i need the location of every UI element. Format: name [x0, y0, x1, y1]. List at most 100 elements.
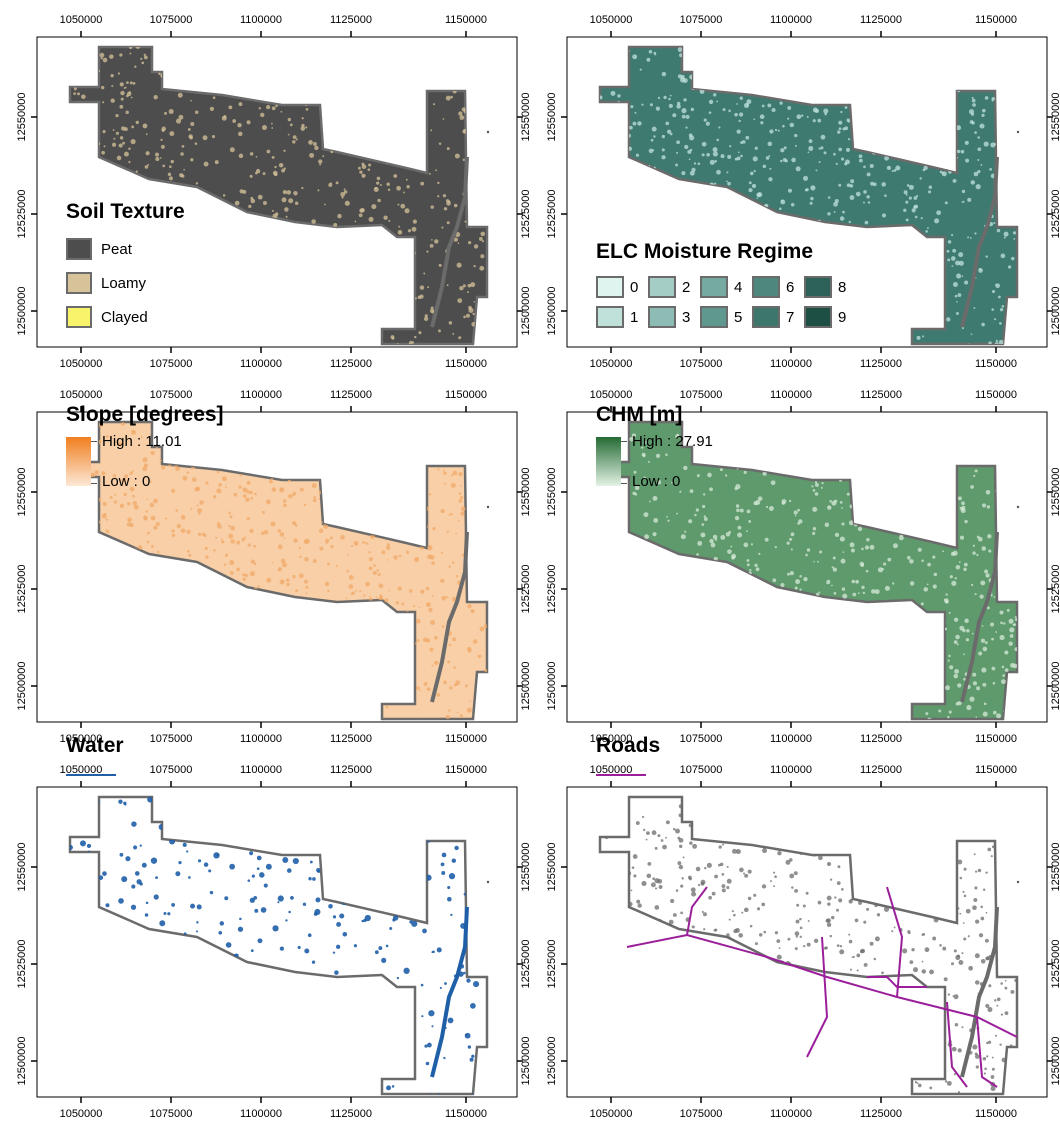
raster-cell [688, 823, 693, 828]
y-tick-label-left: 12500000 [16, 287, 28, 336]
raster-cell [109, 54, 114, 59]
raster-cell [793, 871, 798, 876]
raster-cell [807, 920, 810, 922]
raster-cell [389, 926, 393, 930]
raster-cell [785, 859, 791, 865]
raster-cell [126, 81, 129, 84]
raster-cell [898, 535, 904, 541]
raster-cell [81, 94, 86, 100]
raster-cell [312, 498, 317, 503]
x-tick-label-bottom: 1125000 [330, 358, 372, 370]
raster-cell [958, 252, 964, 258]
raster-cell [958, 260, 964, 266]
raster-cell [976, 686, 981, 691]
raster-cell [443, 471, 447, 475]
raster-cell [963, 677, 966, 681]
raster-cell [222, 194, 226, 197]
raster-cell [119, 82, 124, 87]
raster-cell [431, 1025, 434, 1028]
raster-cell [250, 496, 254, 500]
raster-cell [346, 569, 349, 573]
raster-cell [446, 896, 452, 902]
raster-cell [905, 193, 908, 196]
raster-cell [397, 230, 403, 235]
raster-cell [658, 885, 663, 889]
raster-cell [374, 950, 379, 955]
raster-cell [736, 103, 739, 105]
raster-cell [866, 907, 870, 911]
raster-cell [858, 158, 863, 163]
raster-cell [920, 602, 924, 606]
isolated-point [486, 880, 490, 884]
raster-cell [391, 1085, 395, 1088]
raster-cell [691, 167, 696, 172]
raster-cell [949, 575, 953, 579]
legend-swatch [700, 306, 728, 328]
raster-cell [958, 960, 964, 965]
raster-cell [263, 883, 268, 888]
raster-cell [266, 577, 272, 583]
raster-cell [153, 525, 158, 530]
raster-cell [301, 186, 304, 190]
raster-cell [811, 485, 814, 488]
raster-cell [963, 562, 968, 567]
raster-cell [435, 169, 438, 172]
raster-cell [803, 944, 806, 948]
raster-cell [195, 182, 199, 185]
raster-cell [480, 231, 486, 237]
raster-cell [771, 107, 776, 113]
raster-cell [832, 567, 837, 572]
raster-cell [175, 466, 180, 472]
raster-cell [841, 507, 843, 509]
legend-label: Loamy [101, 274, 147, 292]
raster-cell [826, 895, 832, 901]
raster-cell [253, 896, 258, 900]
raster-cell [385, 944, 389, 948]
raster-cell [947, 715, 950, 719]
raster-cell [833, 592, 837, 595]
raster-cell [412, 605, 415, 608]
raster-cell [70, 844, 73, 850]
raster-cell [973, 307, 976, 309]
raster-cell [242, 573, 246, 577]
raster-cell [665, 121, 670, 126]
raster-cell [468, 307, 474, 313]
raster-cell [647, 460, 650, 463]
raster-cell [190, 507, 193, 510]
raster-cell [655, 106, 660, 111]
raster-cell [836, 908, 839, 912]
raster-cell [253, 544, 257, 548]
legend-swatch [66, 306, 92, 328]
y-tick-label-left: 12500000 [546, 287, 558, 336]
raster-cell [304, 538, 310, 544]
raster-cell [281, 168, 286, 173]
raster-cell [456, 262, 462, 268]
x-tick-label-bottom: 1100000 [770, 733, 812, 745]
raster-cell [195, 486, 201, 492]
raster-cell [256, 855, 262, 861]
raster-cell [361, 164, 367, 170]
raster-cell [987, 847, 992, 852]
raster-cell [685, 126, 688, 129]
raster-cell [796, 114, 802, 120]
raster-cell [282, 856, 289, 863]
raster-cell [270, 521, 276, 527]
raster-cell [790, 532, 795, 537]
raster-cell [133, 845, 138, 850]
raster-cell [245, 497, 250, 502]
raster-cell [228, 524, 231, 528]
raster-cell [951, 265, 954, 268]
raster-cell [982, 711, 988, 717]
raster-cell [145, 509, 148, 513]
raster-cell [600, 95, 603, 100]
raster-cell [995, 631, 998, 633]
raster-cell [891, 170, 894, 173]
raster-cell [99, 52, 105, 58]
map-frame: 1050000105000010750001075000110000011000… [546, 389, 1060, 745]
raster-cell [305, 592, 308, 595]
raster-cell [134, 871, 140, 876]
raster-cell [702, 504, 706, 509]
raster-cell [697, 162, 701, 166]
raster-cell [947, 240, 952, 244]
raster-cell [767, 141, 773, 147]
